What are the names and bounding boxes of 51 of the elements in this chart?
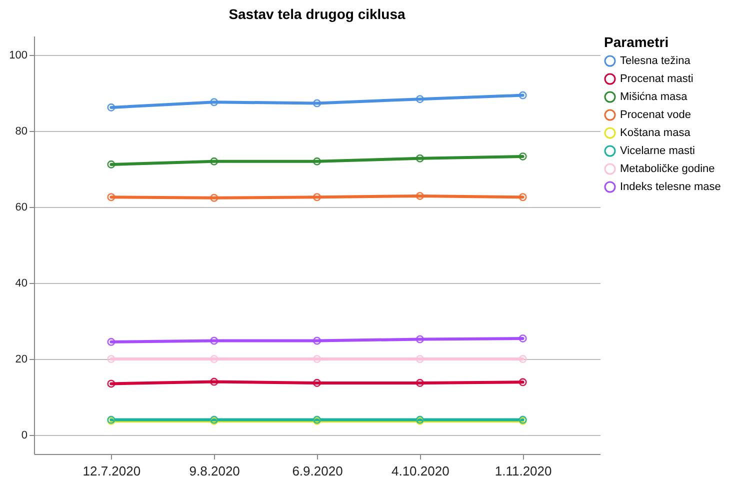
point bbox=[210, 355, 218, 363]
point bbox=[312, 378, 322, 387]
point bbox=[416, 154, 424, 162]
y-tick-label: 0 bbox=[21, 430, 28, 442]
point bbox=[312, 99, 322, 108]
x-tick-label: 1.11.2020 bbox=[494, 464, 552, 478]
y-tick-label: 80 bbox=[15, 126, 28, 138]
point bbox=[107, 338, 116, 346]
y-tick-label: 20 bbox=[15, 354, 28, 366]
legend-label: Telesna težina bbox=[620, 55, 692, 67]
legend-label: Procenat vode bbox=[620, 109, 691, 121]
legend-label: Vicelarne masti bbox=[620, 145, 695, 157]
point bbox=[210, 336, 218, 345]
point bbox=[312, 157, 322, 166]
legend-label: Metaboličke godine bbox=[620, 163, 715, 175]
point bbox=[107, 103, 116, 112]
point bbox=[312, 355, 322, 363]
point bbox=[210, 194, 218, 202]
point bbox=[416, 355, 424, 363]
chart-title: Sastav tela drugog ciklusa bbox=[228, 6, 406, 22]
point bbox=[518, 355, 527, 363]
x-tick-label: 12.7.2020 bbox=[82, 464, 141, 478]
point bbox=[518, 193, 527, 202]
legend-label: Mišićna masa bbox=[620, 91, 688, 103]
y-tick-label: 60 bbox=[15, 202, 28, 214]
point bbox=[416, 378, 424, 387]
point bbox=[210, 378, 218, 386]
point bbox=[107, 355, 116, 363]
y-tick-label: 40 bbox=[15, 278, 28, 290]
legend-label: Koštana masa bbox=[620, 127, 692, 139]
point bbox=[107, 380, 116, 388]
x-tick-label: 6.9.2020 bbox=[292, 464, 343, 478]
x-tick-label: 4.10.2020 bbox=[391, 464, 450, 478]
legend-label: Procenat masti bbox=[620, 73, 694, 85]
point bbox=[518, 378, 527, 386]
point bbox=[416, 95, 424, 104]
point bbox=[416, 335, 424, 344]
legend-label: Indeks telesne mase bbox=[620, 181, 721, 193]
point bbox=[107, 193, 116, 202]
point bbox=[312, 336, 322, 345]
point bbox=[518, 334, 527, 342]
point bbox=[518, 152, 527, 160]
point bbox=[518, 91, 527, 100]
legend-title: Parametri bbox=[604, 34, 669, 50]
point bbox=[107, 160, 116, 168]
point bbox=[210, 157, 218, 166]
point bbox=[210, 98, 218, 106]
point bbox=[312, 193, 322, 202]
x-tick-label: 9.8.2020 bbox=[189, 464, 240, 478]
y-tick-label: 100 bbox=[9, 50, 28, 62]
point bbox=[416, 192, 424, 200]
